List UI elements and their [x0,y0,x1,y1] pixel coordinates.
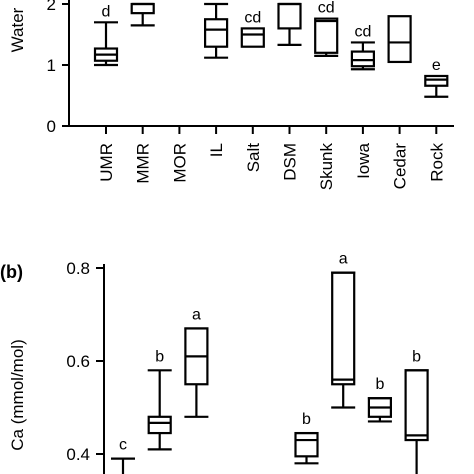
panel-b-y-tick-label: 0.4 [66,445,90,464]
box-Iowa [350,50,375,68]
box-MMR [130,2,155,15]
panel-b-y-tick-label: 0.6 [66,352,90,371]
panel-b-y-tick-label: 0.8 [66,259,90,278]
panel-a-x-tick-label: UMR [97,143,116,182]
panel-a-y-label: Water [8,7,27,52]
box-Cedar [387,15,412,64]
box-Cedar [404,369,429,442]
panel-a-x-tick-label: IL [207,143,226,157]
box-Rock [424,74,449,87]
panel-a-x-tick-label: Cedar [391,143,410,190]
panel-b-sig-letter: b [412,348,421,365]
panel-b: (b) Ca (mmol/mol) 0.4 0.6 0.8 c b a b a b b [0,251,429,474]
panel-a-sig-letter: cd [318,0,335,17]
panel-b-y-label: Ca (mmol/mol) [8,339,27,450]
panel-a-x-tick-label: DSM [281,143,300,181]
panel-a-x-tick-label: Skunk [317,143,336,191]
panel-a-x-tick-label: Salt [244,143,263,173]
panel-b-sig-letter: b [375,376,384,393]
panel-b-sig-letter: b [155,348,164,365]
panel-a-sig-letter: cd [354,23,371,40]
panel-a-sig-letter: d [102,3,111,20]
panel-a-sig-letter: e [432,57,441,74]
box-IL [204,18,229,48]
panel-b-sig-letter: a [192,306,201,323]
panel-a-sig-letter: cd [244,9,261,26]
box-DSM [277,2,302,30]
panel-b-label: (b) [0,262,23,282]
panel-b-sig-letter: a [339,251,348,268]
panel-a: Water 0 1 2 UMR MMR MOR IL Salt DSM Skunk Iowa Ceda… [8,0,454,190]
panel-a-x-tick-label: Rock [427,143,446,182]
box-Salt [240,27,265,48]
panel-a-x-tick-label: MOR [170,143,189,183]
panel-a-y-tick-label: 0 [47,117,56,136]
panel-a-y-tick-label: 2 [47,0,56,14]
panel-a-x-tick-label: MMR [134,143,153,184]
box-Skunk [331,271,356,386]
panel-a-y-tick-label: 1 [47,56,56,75]
panel-a-x-tick-label: Iowa [354,142,373,178]
panel-b-sig-letter: b [302,411,311,428]
box-MMR [147,415,172,435]
box-DSM [294,431,319,458]
box-Skunk [314,17,339,54]
panel-b-sig-letter: c [119,437,127,454]
